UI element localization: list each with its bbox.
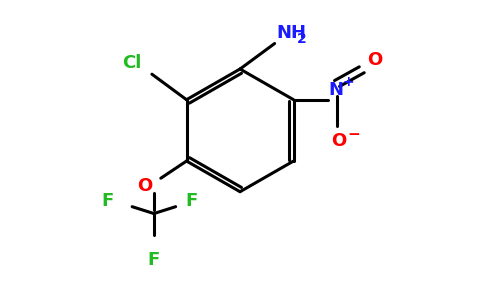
- Text: +: +: [343, 75, 355, 89]
- Text: F: F: [101, 192, 114, 210]
- Text: O: O: [137, 177, 152, 195]
- Text: F: F: [148, 251, 160, 269]
- Text: O: O: [367, 51, 382, 69]
- Text: 2: 2: [297, 32, 307, 46]
- Text: −: −: [347, 127, 360, 142]
- Text: O: O: [331, 132, 347, 150]
- Text: F: F: [186, 192, 198, 210]
- Text: Cl: Cl: [122, 54, 142, 72]
- Text: NH: NH: [276, 23, 306, 41]
- Text: N: N: [328, 81, 343, 99]
